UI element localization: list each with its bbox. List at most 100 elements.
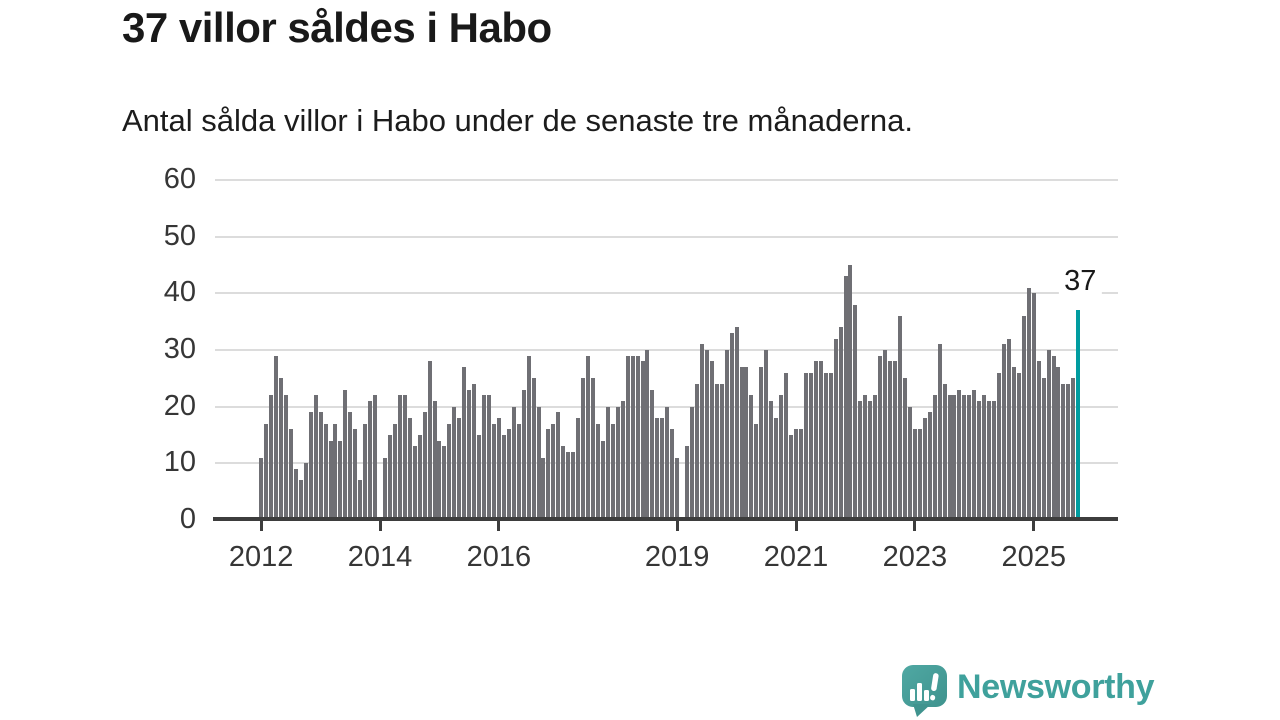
bar: [447, 423, 452, 520]
bar: [992, 400, 997, 520]
bar: [387, 434, 392, 520]
bar: [486, 395, 491, 520]
bar: [774, 417, 779, 520]
bar: [828, 372, 833, 520]
bar: [1016, 372, 1021, 520]
bar: [531, 378, 536, 520]
y-tick-label: 10: [163, 446, 196, 479]
y-tick-label: 50: [163, 219, 196, 252]
bar: [511, 406, 516, 520]
bar: [937, 344, 942, 520]
bar: [318, 412, 323, 520]
x-tick-label: 2025: [1001, 541, 1066, 573]
bar: [477, 434, 482, 520]
bar: [784, 372, 789, 520]
bar: [1031, 293, 1036, 520]
bar: [303, 463, 308, 520]
bar: [853, 304, 858, 520]
bar: [640, 361, 645, 520]
bar: [1026, 287, 1031, 520]
bar: [496, 417, 501, 520]
bar: [997, 372, 1002, 520]
bar: [556, 412, 561, 520]
bar: [660, 417, 665, 520]
bar: [803, 372, 808, 520]
bar: [353, 429, 358, 520]
bar: [1021, 315, 1026, 520]
bar: [823, 372, 828, 520]
bar: [541, 457, 546, 520]
bar: [625, 355, 630, 520]
bar: [972, 389, 977, 520]
bar: [967, 395, 972, 520]
bar: [1051, 355, 1056, 520]
bar: [957, 389, 962, 520]
x-tick: [675, 521, 679, 531]
x-tick: [497, 521, 501, 531]
bar: [729, 332, 734, 520]
bar: [947, 395, 952, 520]
bar: [333, 423, 338, 520]
bar: [690, 406, 695, 520]
bar: [1071, 378, 1076, 520]
bar: [789, 434, 794, 520]
bar: [288, 429, 293, 520]
bar: [402, 395, 407, 520]
bar: [942, 383, 947, 520]
bar: [536, 406, 541, 520]
bar: [397, 395, 402, 520]
bar: [432, 400, 437, 520]
bar: [808, 372, 813, 520]
bar: [650, 389, 655, 520]
bar: [427, 361, 432, 520]
bar: [308, 412, 313, 520]
bar: [917, 429, 922, 520]
bar: [293, 468, 298, 520]
bar: [675, 457, 680, 520]
bar: [383, 457, 387, 520]
bar: [699, 344, 704, 520]
bar: [521, 389, 526, 520]
bar: [610, 423, 615, 520]
bar: [665, 406, 670, 520]
bar: [873, 395, 878, 520]
bar: [546, 429, 551, 520]
bar: [328, 440, 333, 520]
bar: [323, 423, 328, 520]
gridline: [215, 235, 1118, 238]
bar: [274, 355, 279, 520]
x-tick: [794, 521, 798, 531]
bar: [685, 446, 690, 520]
bar: [902, 378, 907, 520]
y-tick-label: 20: [163, 389, 196, 422]
bar: [516, 423, 521, 520]
bar: [868, 400, 873, 520]
bar: [442, 446, 447, 520]
x-tick-label: 2023: [882, 541, 948, 573]
x-tick-label: 2021: [763, 541, 829, 573]
bar: [605, 406, 610, 520]
bar: [858, 400, 863, 520]
y-tick-label: 40: [163, 276, 196, 309]
bar: [526, 355, 531, 520]
bar: [838, 327, 843, 520]
bar: [694, 383, 699, 520]
bar: [298, 480, 303, 520]
bar: [670, 429, 675, 520]
bar: [630, 355, 635, 520]
bar: [798, 429, 803, 520]
gridline: [215, 348, 1118, 351]
bar: [368, 400, 373, 520]
x-axis-line: [213, 517, 1118, 521]
bar: [739, 366, 744, 520]
highlight-bar: [1076, 310, 1081, 520]
bar: [482, 395, 487, 520]
x-tick-label: 2012: [228, 541, 294, 573]
x-tick-label: 2019: [644, 541, 710, 573]
bar: [551, 423, 556, 520]
bar: [982, 395, 987, 520]
page-title: 37 villor såldes i Habo: [122, 4, 552, 51]
bar: [586, 355, 591, 520]
bar: [264, 423, 269, 520]
bar: [1036, 361, 1041, 520]
